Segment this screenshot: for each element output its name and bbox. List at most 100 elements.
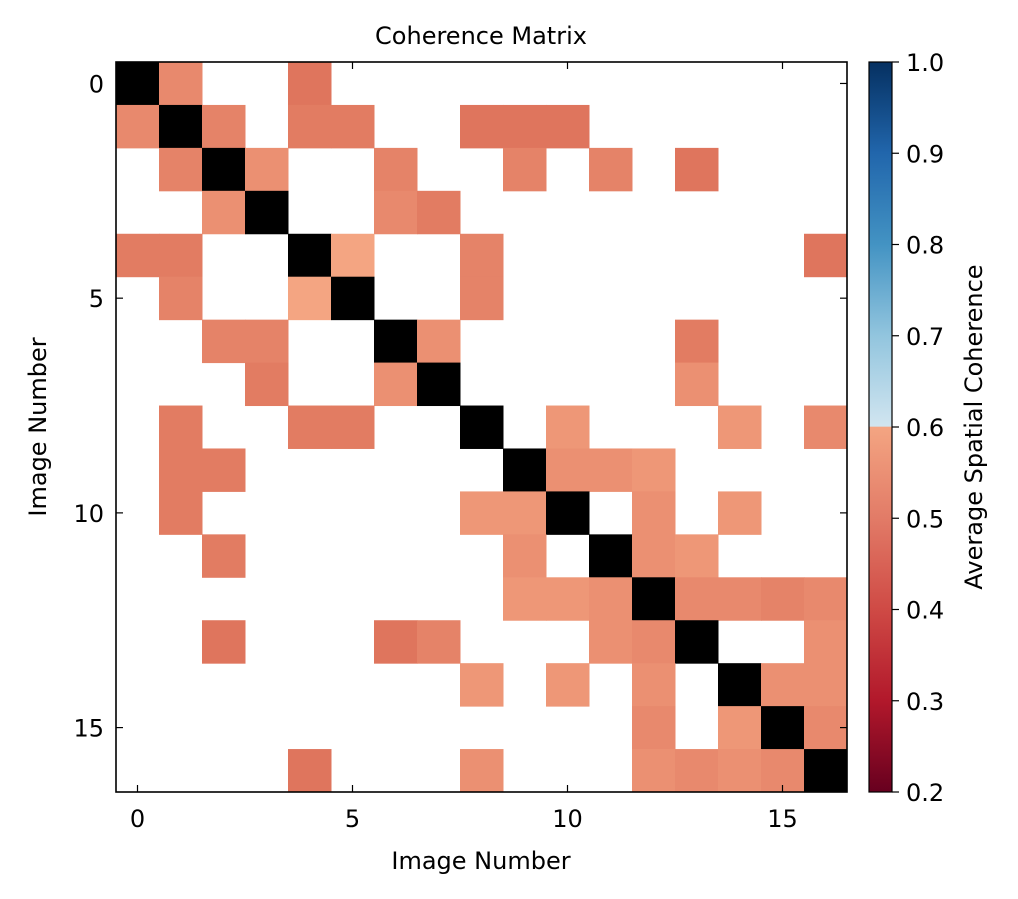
diagonal-cell <box>417 362 461 407</box>
colorbar-tick-label: 0.3 <box>906 688 944 716</box>
heatmap-cell <box>245 362 289 407</box>
heatmap-cell <box>417 190 461 235</box>
colorbar-tick-label: 0.8 <box>906 232 944 260</box>
heatmap-cell <box>159 491 203 535</box>
heatmap-cell <box>460 276 504 321</box>
colorbar-tick-label: 0.9 <box>906 140 944 168</box>
y-tick-label: 15 <box>73 715 104 743</box>
heatmap-cell <box>675 749 719 793</box>
heatmap-cell <box>632 491 676 535</box>
heatmap-cell <box>503 534 547 578</box>
heatmap-cell <box>460 663 504 707</box>
heatmap-cell <box>331 104 375 149</box>
diagonal-cell <box>374 319 418 364</box>
colorbar-tick-label: 0.2 <box>906 779 944 807</box>
colorbar-tick-label: 0.6 <box>906 414 944 442</box>
heatmap-cell <box>632 706 676 750</box>
heatmap-cell <box>589 620 633 664</box>
heatmap-cell <box>675 319 719 364</box>
heatmap-cell <box>761 663 805 707</box>
heatmap-cell <box>503 491 547 535</box>
diagonal-cell <box>331 276 375 321</box>
heatmap-cell <box>159 233 203 278</box>
heatmap-cell <box>546 448 590 492</box>
heatmap-cell <box>804 620 848 664</box>
heatmap-cell <box>804 405 848 449</box>
heatmap-cell <box>675 534 719 578</box>
heatmap-cell <box>288 104 332 149</box>
heatmap-cells <box>116 62 848 793</box>
heatmap-cell <box>159 147 203 192</box>
heatmap-cell <box>632 620 676 664</box>
heatmap-cell <box>718 706 762 750</box>
heatmap-cell <box>202 319 246 364</box>
diagonal-cell <box>718 663 762 707</box>
diagonal-cell <box>245 190 289 235</box>
x-axis-ticks: 0 5 10 15 <box>130 62 798 833</box>
heatmap-cell <box>675 147 719 192</box>
heatmap-cell <box>245 147 289 192</box>
heatmap-cell <box>675 577 719 621</box>
x-tick-label: 10 <box>552 805 583 833</box>
heatmap-cell <box>546 405 590 449</box>
y-tick-label: 5 <box>89 285 104 313</box>
x-axis-label: Image Number <box>391 847 570 875</box>
colorbar <box>868 61 893 793</box>
diagonal-cell <box>116 62 160 106</box>
heatmap-cell <box>288 749 332 793</box>
heatmap-cell <box>503 577 547 621</box>
heatmap-cell <box>202 448 246 492</box>
heatmap-cell <box>546 663 590 707</box>
heatmap-cell <box>460 491 504 535</box>
diagonal-cell <box>546 491 590 535</box>
x-tick-label: 0 <box>130 805 145 833</box>
diagonal-cell <box>288 233 332 278</box>
heatmap-cell <box>718 577 762 621</box>
diagonal-cell <box>503 448 547 492</box>
heatmap-cell <box>159 448 203 492</box>
y-axis-ticks: 0 5 10 15 <box>73 70 847 743</box>
diagonal-cell <box>202 147 246 192</box>
heatmap-cell <box>761 577 805 621</box>
heatmap-cell <box>675 362 719 407</box>
heatmap-cell <box>460 749 504 793</box>
heatmap-cell <box>116 233 160 278</box>
heatmap-cell <box>632 534 676 578</box>
heatmap-cell <box>374 362 418 407</box>
heatmap-cell <box>589 448 633 492</box>
diagonal-cell <box>675 620 719 664</box>
heatmap-cell <box>116 104 160 149</box>
heatmap-cell <box>202 190 246 235</box>
colorbar-tick-label: 0.7 <box>906 323 944 351</box>
heatmap-cell <box>589 147 633 192</box>
y-tick-label: 10 <box>73 500 104 528</box>
heatmap-cell <box>718 491 762 535</box>
diagonal-cell <box>159 104 203 149</box>
colorbar-tick-label: 0.5 <box>906 505 944 533</box>
heatmap-cell <box>331 233 375 278</box>
heatmap-cell <box>159 276 203 321</box>
heatmap-cell <box>632 663 676 707</box>
heatmap-cell <box>202 620 246 664</box>
heatmap-cell <box>417 620 461 664</box>
heatmap-cell <box>374 620 418 664</box>
heatmap-cell <box>804 663 848 707</box>
colorbar-tick-label: 1.0 <box>906 49 944 77</box>
heatmap-cell <box>632 448 676 492</box>
heatmap-cell <box>503 147 547 192</box>
heatmap-cell <box>718 405 762 449</box>
heatmap-cell <box>460 104 504 149</box>
diagonal-cell <box>804 749 848 793</box>
diagonal-cell <box>460 405 504 449</box>
heatmap-cell <box>159 62 203 106</box>
heatmap-cell <box>374 190 418 235</box>
heatmap-cell <box>288 405 332 449</box>
heatmap-cell <box>374 147 418 192</box>
heatmap-cell <box>546 104 590 149</box>
heatmap-cell <box>546 577 590 621</box>
heatmap-cell <box>331 405 375 449</box>
heatmap-cell <box>159 405 203 449</box>
heatmap-cell <box>804 577 848 621</box>
diagonal-cell <box>589 534 633 578</box>
